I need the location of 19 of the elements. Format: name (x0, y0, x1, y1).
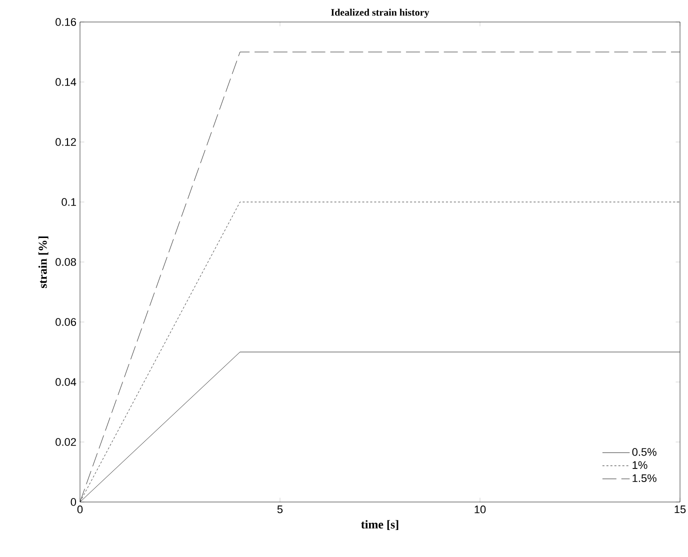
legend-label: 1% (632, 461, 648, 469)
y-tick-label: 0.16 (56, 18, 76, 26)
y-tick-label: 0.04 (56, 378, 76, 386)
legend-label: 0.5% (632, 448, 656, 456)
y-tick-label: 0.14 (56, 78, 76, 86)
x-tick-label: 10 (474, 506, 486, 514)
x-tick-label: 5 (277, 506, 283, 514)
y-tick-label: 0 (70, 498, 76, 506)
x-axis-title: time [s] (361, 520, 398, 530)
y-axis-title: strain [%] (38, 236, 48, 288)
legend-label: 1.5% (632, 474, 656, 482)
y-tick-label: 0.02 (56, 438, 76, 446)
y-tick-label: 0.08 (56, 258, 76, 266)
x-tick-label: 0 (77, 506, 83, 514)
chart-title: Idealized strain history (331, 8, 430, 18)
y-tick-label: 0.12 (56, 138, 76, 146)
y-tick-label: 0.1 (62, 198, 76, 206)
y-tick-label: 0.06 (56, 318, 76, 326)
x-tick-label: 15 (674, 506, 686, 514)
